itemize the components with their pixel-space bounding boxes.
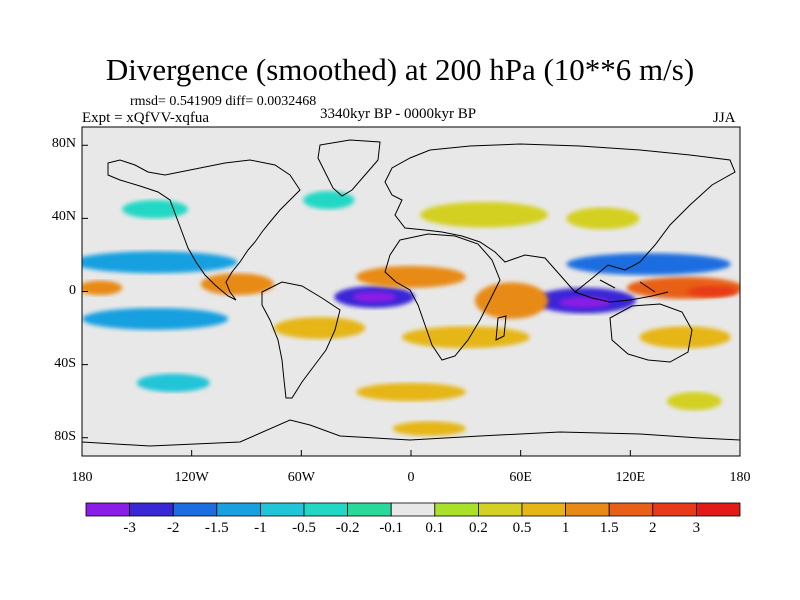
field-region-22 bbox=[666, 392, 722, 411]
colorbar bbox=[85, 502, 741, 517]
field-region-5 bbox=[474, 282, 549, 319]
field-region-8 bbox=[82, 280, 123, 296]
coast-australia bbox=[609, 303, 693, 363]
x-tick-label: 180 bbox=[729, 470, 751, 485]
x-tick-label: 60E bbox=[509, 470, 532, 485]
x-tick-label: 120W bbox=[174, 470, 209, 485]
axis-ticks bbox=[81, 144, 741, 456]
coast-north-america bbox=[107, 159, 301, 301]
y-tick-label: 80N bbox=[51, 136, 76, 152]
colorbar-swatch bbox=[652, 502, 697, 517]
coast-madagascar bbox=[495, 315, 507, 341]
colorbar-label: 0.5 bbox=[512, 520, 532, 536]
colorbar-label: -0.2 bbox=[335, 520, 360, 536]
period-label: 3340kyr BP - 0000kyr BP bbox=[320, 106, 477, 122]
field-region-4 bbox=[356, 265, 466, 288]
colorbar-label: 3 bbox=[692, 520, 701, 536]
coast-eurasia bbox=[384, 143, 736, 293]
y-tick-label: 0 bbox=[69, 282, 76, 298]
colorbar-swatch bbox=[390, 502, 436, 517]
field-region-11 bbox=[82, 307, 229, 330]
field-region-14 bbox=[401, 326, 530, 349]
x-tick-label: 60W bbox=[287, 470, 315, 485]
colorbar-swatch bbox=[259, 502, 305, 517]
colorbar-label: 2 bbox=[649, 520, 657, 536]
field-region-23 bbox=[392, 421, 466, 436]
coast-antarctica bbox=[82, 419, 740, 447]
x-tick-label: 0 bbox=[407, 470, 415, 485]
y-tick-label: 40S bbox=[54, 355, 76, 371]
x-tick-label: 120E bbox=[615, 470, 646, 485]
colorbar-swatch bbox=[216, 502, 261, 517]
x-tick-label: 180 bbox=[71, 470, 93, 485]
y-tick-label: 40N bbox=[51, 209, 76, 225]
stats-text: rmsd= 0.541909 diff= 0.0032468 bbox=[130, 94, 317, 109]
divergence-field bbox=[82, 190, 740, 436]
colorbar-label: 1 bbox=[561, 520, 570, 536]
season-label: JJA bbox=[713, 110, 736, 126]
experiment-label: Expt = xQfVV-xqfua bbox=[82, 110, 210, 126]
colorbar-swatch bbox=[347, 502, 392, 517]
field-region-20 bbox=[356, 382, 466, 402]
coast-indonesia bbox=[574, 279, 669, 303]
field-region-7 bbox=[686, 286, 739, 297]
field-region-12 bbox=[200, 273, 274, 296]
colorbar-label: 1.5 bbox=[599, 520, 619, 536]
field-region-17 bbox=[122, 200, 189, 219]
coast-greenland bbox=[317, 139, 381, 197]
coast-africa bbox=[384, 233, 501, 361]
colorbar-swatch bbox=[85, 502, 130, 517]
coastlines bbox=[82, 139, 740, 447]
field-region-3 bbox=[559, 296, 611, 308]
colorbar-swatch bbox=[565, 502, 610, 517]
colorbar-label: 0.1 bbox=[425, 520, 445, 536]
field-region-19 bbox=[566, 207, 640, 230]
field-region-10 bbox=[82, 251, 238, 274]
colorbar-swatch bbox=[172, 502, 218, 517]
colorbar-label: -1 bbox=[254, 520, 267, 536]
field-region-15 bbox=[639, 326, 731, 349]
coast-south-america bbox=[261, 281, 341, 399]
colorbar-label: -0.1 bbox=[379, 520, 404, 536]
colorbar-swatch bbox=[696, 502, 741, 517]
colorbar-swatch bbox=[521, 502, 566, 517]
colorbar-label: -1.5 bbox=[204, 520, 229, 536]
colorbar-label: -2 bbox=[166, 520, 180, 536]
colorbar-swatch bbox=[477, 502, 523, 517]
field-region-21 bbox=[136, 373, 210, 393]
colorbar-label: -0.5 bbox=[292, 520, 316, 536]
field-region-1 bbox=[352, 291, 397, 303]
field-region-9 bbox=[566, 253, 731, 276]
colorbar-label: -3 bbox=[123, 520, 136, 536]
map-title: Divergence (smoothed) at 200 hPa (10**6 … bbox=[105, 52, 695, 87]
colorbar-label: 0.2 bbox=[469, 520, 488, 536]
colorbar-swatch bbox=[434, 502, 479, 517]
colorbar-swatch bbox=[303, 502, 348, 517]
colorbar-swatch bbox=[129, 502, 174, 517]
field-region-13 bbox=[273, 317, 366, 340]
y-tick-label: 80S bbox=[54, 428, 76, 444]
colorbar-swatch bbox=[608, 502, 654, 517]
field-region-16 bbox=[420, 201, 549, 228]
